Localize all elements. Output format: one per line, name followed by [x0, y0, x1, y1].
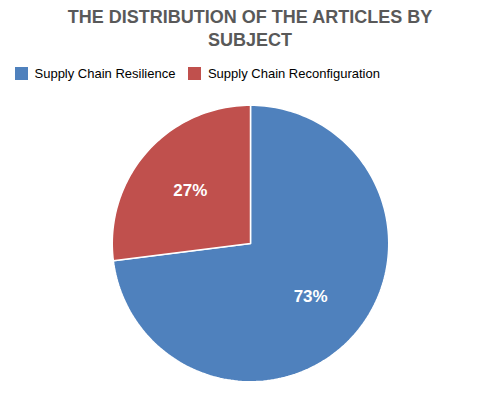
html-text:Supply Chain Resilience: Supply Chain Resilience — [34, 65, 176, 81]
svg-text:27%: 27% — [173, 181, 207, 200]
svg-text:73%: 73% — [294, 287, 328, 306]
html-text:Supply Chain Reconfiguration: Supply Chain Reconfiguration — [207, 65, 380, 81]
html-text:THE DISTRIBUTION OF THE ARTICL: THE DISTRIBUTION OF THE ARTICLES BY SUBJ… — [67, 7, 433, 51]
